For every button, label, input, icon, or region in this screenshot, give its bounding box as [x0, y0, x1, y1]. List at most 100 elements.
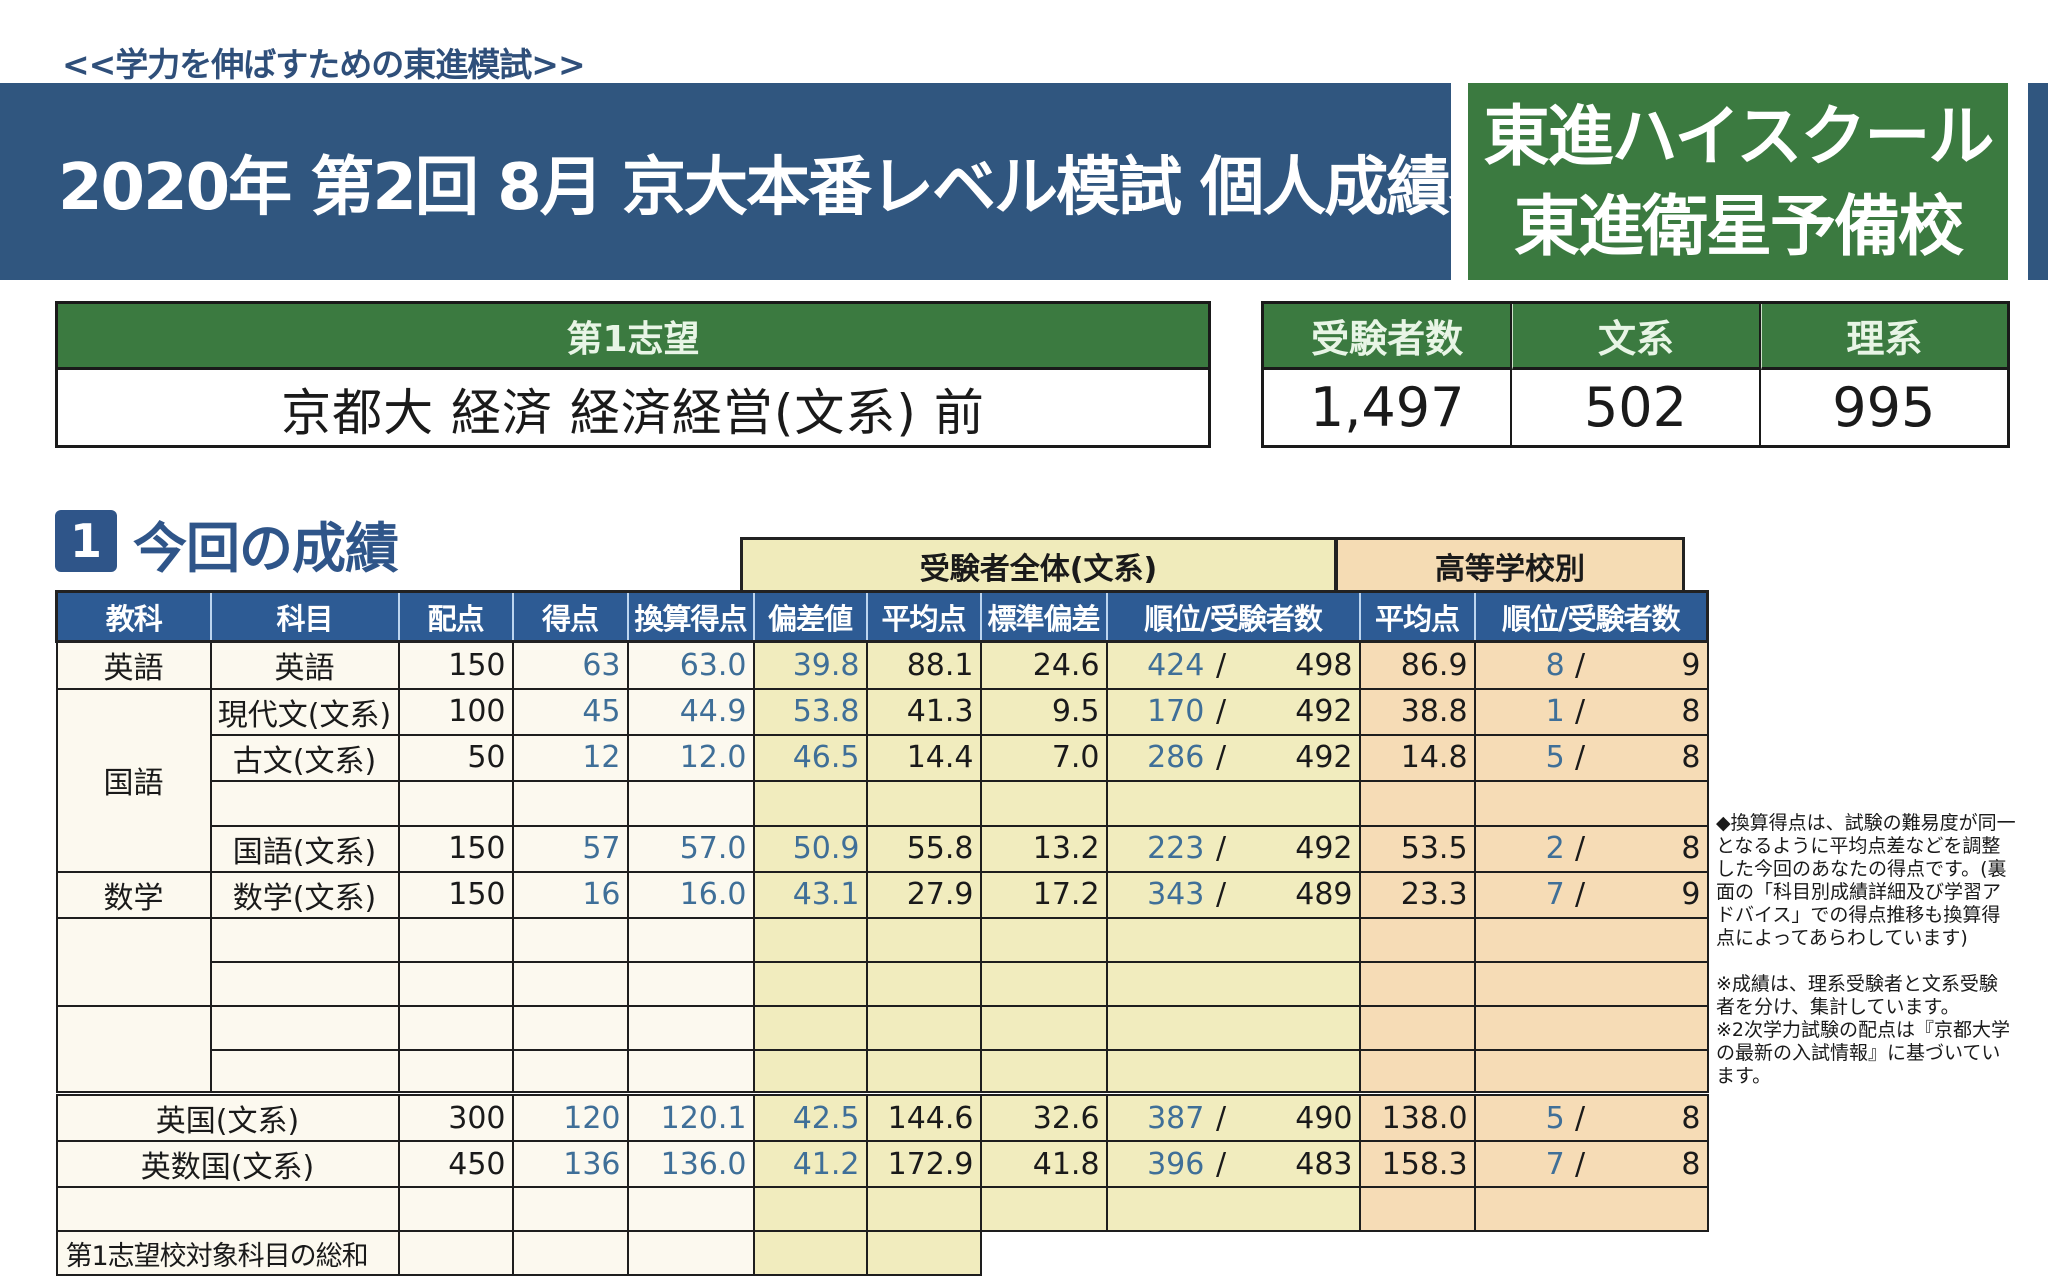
rank-slash: /: [1216, 694, 1227, 729]
empty-cell: [752, 779, 868, 827]
blank: [1107, 1231, 1360, 1275]
rank-slash: /: [1216, 1100, 1227, 1136]
score-cell: 16: [511, 870, 629, 919]
empty-cell: [1105, 1004, 1361, 1051]
table-row: 国語 現代文(文系) 100 45 44.9 53.8 41.3 9.5 170…: [55, 687, 1709, 873]
school-rank-cell: 8 / 9: [1473, 640, 1709, 690]
banner-edge: [2028, 83, 2048, 280]
empty-cell: [626, 779, 755, 827]
empty-cell: [397, 960, 514, 1007]
empty-cell: [626, 916, 755, 963]
category-cell: 国語: [55, 687, 212, 873]
empty-cell: [1473, 1004, 1709, 1051]
empty-cell: [979, 916, 1108, 963]
school-average-cell: 23.3: [1358, 870, 1476, 919]
title-banner: [0, 83, 1451, 280]
empty-cell: [979, 779, 1108, 827]
school-rank-value: 5: [1545, 740, 1565, 775]
empty-cell: [511, 916, 629, 963]
school-rank-value: 7: [1545, 1146, 1565, 1182]
score-cell: 120: [511, 1091, 629, 1142]
empty-cell: [752, 1230, 868, 1276]
school-rank-value: 1: [1545, 694, 1565, 729]
rank-total: 490: [1295, 1100, 1353, 1136]
empty-cell: [979, 960, 1108, 1007]
note-converted-score: ◆換算得点は、試験の難易度が同一となるように平均点差などを調整した今回のあなたの…: [1716, 812, 2016, 949]
rank-slash: /: [1575, 1100, 1586, 1136]
subject-cell: 数学(文系): [209, 870, 400, 919]
col-rank: 順位/受験者数: [1105, 590, 1361, 643]
converted-cell: 12.0: [626, 733, 755, 782]
stddev-cell: 13.2: [979, 824, 1108, 873]
stddev-cell: 7.0: [979, 733, 1108, 782]
school-rank-total: 9: [1681, 647, 1701, 683]
deviation-cell: 39.8: [752, 640, 868, 690]
section-title: 今回の成績: [133, 517, 399, 580]
empty-cell: [1473, 1186, 1709, 1232]
school-rank-value: 2: [1545, 831, 1565, 866]
school-rank-cell: 7 / 9: [1473, 870, 1709, 919]
empty-cell: [209, 960, 400, 1007]
blank: [981, 1231, 1107, 1275]
empty-cell: [752, 1186, 868, 1232]
deviation-cell: 50.9: [752, 824, 868, 873]
deviation-cell: 41.2: [752, 1140, 868, 1188]
rank-cell: 396 / 483: [1105, 1140, 1361, 1188]
empty-cell: [752, 1004, 868, 1051]
school-average-cell: 158.3: [1358, 1140, 1476, 1188]
max-cell: 450: [397, 1140, 514, 1188]
empty-cell: [1358, 916, 1476, 963]
rank-cell: 170 / 492: [1105, 687, 1361, 736]
subject-cell: 国語(文系): [209, 824, 400, 873]
empty-cell: [55, 916, 212, 1007]
col-score: 得点: [511, 590, 629, 643]
stddev-cell: 41.8: [979, 1140, 1108, 1188]
rank-slash: /: [1575, 647, 1586, 683]
rank-slash: /: [1216, 740, 1227, 775]
rank-slash: /: [1216, 647, 1227, 683]
total-label-cell: 英数国(文系): [55, 1140, 400, 1188]
sum-row-label: 第1志望校対象科目の総和: [55, 1230, 400, 1276]
empty-cell: [865, 916, 982, 963]
rank-value: 424: [1147, 647, 1205, 683]
table-row-empty: [57, 779, 1709, 827]
subject-cell: 英語: [209, 640, 400, 690]
empty-cell: [865, 1004, 982, 1051]
col-average: 平均点: [865, 590, 982, 643]
table-header-row: 教科 科目 配点 得点 換算得点 偏差値 平均点 標準偏差 順位/受験者数 平均…: [55, 590, 1710, 643]
empty-cell: [397, 1186, 514, 1232]
empty-cell: [626, 1186, 755, 1232]
stddev-cell: 17.2: [979, 870, 1108, 919]
score-cell: 57: [511, 824, 629, 873]
empty-cell: [626, 1048, 755, 1095]
empty-cell: [511, 1186, 629, 1232]
empty-cell: [397, 1230, 514, 1276]
rank-total: 492: [1295, 694, 1353, 729]
first-choice-label: 第1志望: [58, 304, 1208, 370]
rank-value: 286: [1147, 740, 1205, 775]
rank-slash: /: [1575, 740, 1586, 775]
table-row-empty: [55, 916, 1709, 1007]
empty-cell: [979, 1004, 1108, 1051]
empty-cell: [511, 1004, 629, 1051]
empty-cell: [626, 1230, 755, 1276]
empty-cell: [626, 1004, 755, 1051]
empty-cell: [209, 916, 400, 963]
average-cell: 55.8: [865, 824, 982, 873]
count-humanities-label: 文系: [1512, 304, 1759, 370]
average-cell: 88.1: [865, 640, 982, 690]
max-cell: 50: [397, 733, 514, 782]
tagline: <<学力を伸ばすための東進模試>>: [62, 45, 586, 84]
empty-cell: [1358, 960, 1476, 1007]
table-row: 数学 数学(文系) 150 16 16.0 43.1 27.9 17.2 343…: [55, 870, 1709, 919]
rank-total: 483: [1295, 1146, 1353, 1182]
empty-cell: [397, 1004, 514, 1051]
total-label-cell: 英国(文系): [55, 1091, 400, 1142]
score-cell: 63: [511, 640, 629, 690]
empty-cell: [865, 960, 982, 1007]
school-rank-value: 5: [1545, 1100, 1565, 1136]
school-rank-total: 8: [1681, 740, 1701, 775]
empty-cell: [1105, 1186, 1361, 1232]
school-rank-value: 8: [1545, 647, 1565, 683]
empty-cell: [1105, 1048, 1361, 1095]
